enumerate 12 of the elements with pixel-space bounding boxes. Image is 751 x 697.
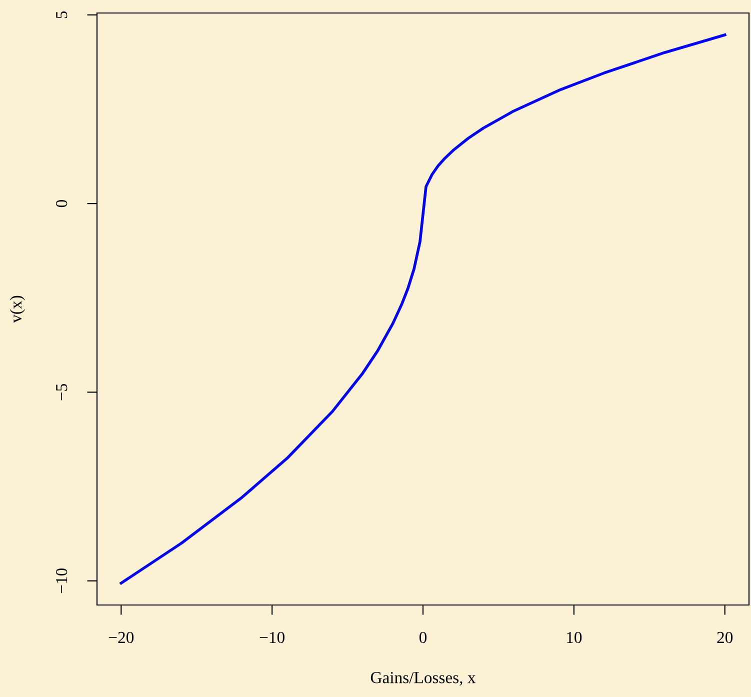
y-tick-label: 0 [56, 200, 68, 208]
y-tick-label: 5 [56, 11, 68, 18]
y-tick-label: −5 [56, 384, 68, 400]
x-axis-title: Gains/Losses, x [370, 672, 476, 686]
x-tick-label: −20 [108, 632, 134, 644]
x-tick-label: 20 [717, 632, 733, 644]
y-axis-title: v(x) [10, 296, 25, 323]
x-tick-label: −10 [260, 632, 284, 644]
x-tick-label: 0 [419, 632, 427, 644]
line-series [120, 33, 726, 585]
x-tick-label: 10 [567, 632, 582, 644]
y-tick-label: −10 [56, 568, 68, 594]
